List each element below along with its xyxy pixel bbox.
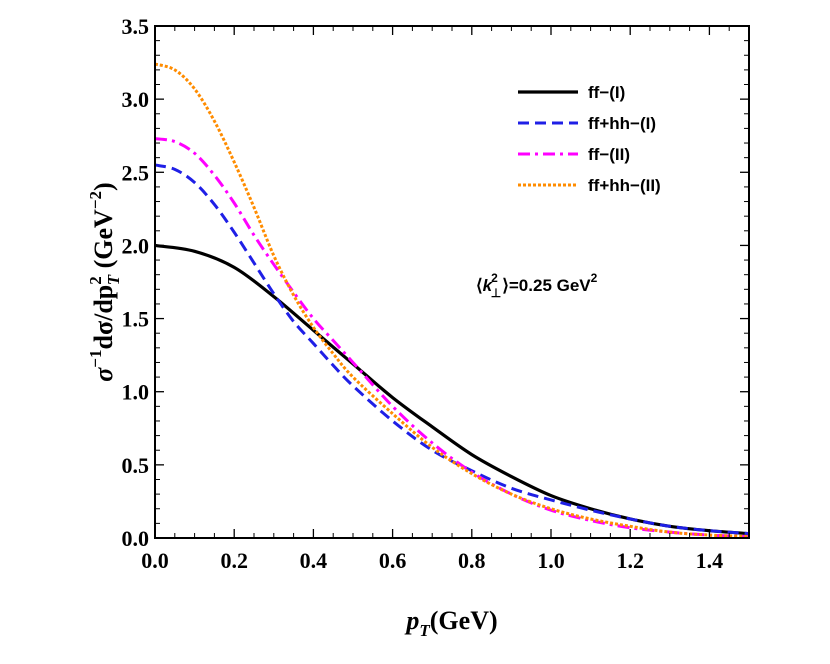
- y-tick-label: 1.0: [122, 380, 150, 405]
- y-tick-label: 3.0: [122, 87, 150, 112]
- y-tick-label: 2.5: [122, 160, 150, 185]
- x-tick-label: 1.4: [696, 548, 724, 573]
- y-tick-label: 0.5: [122, 453, 150, 478]
- x-tick-label: 0.4: [300, 548, 328, 573]
- y-tick-label: 1.5: [122, 307, 150, 332]
- series-line-2: [154, 163, 750, 536]
- x-tick-label: 0.8: [458, 548, 486, 573]
- series-line-3: [154, 137, 750, 539]
- y-axis-title: σ−1dσ/dp2T (GeV−2): [86, 182, 123, 381]
- x-axis-title: pT(GeV): [404, 606, 497, 640]
- legend-label-1: ff−(I): [588, 83, 625, 102]
- y-tick-label: 3.5: [122, 14, 150, 39]
- legend: ff−(I) ff+hh−(I) ff−(II) ff+hh−(II): [518, 83, 661, 195]
- x-tick-label: 0.0: [141, 548, 169, 573]
- ticks-layer: 0.0 0.2 0.4 0.6 0.8 1.0 1.2 1.4 0.0 0.5 1.0 1.5 2.0 2…: [122, 14, 750, 573]
- legend-label-4: ff+hh−(II): [588, 176, 661, 195]
- x-tick-label: 1.2: [616, 548, 644, 573]
- x-tick-label: 0.2: [220, 548, 248, 573]
- x-tick-label: 1.0: [537, 548, 565, 573]
- series-layer: [154, 62, 750, 539]
- annotation-kperp: ⟨k2 ⊥⟩=0.25 GeV2: [476, 271, 598, 300]
- legend-label-3: ff−(II): [588, 145, 630, 164]
- x-tick-label: 0.6: [379, 548, 407, 573]
- y-tick-label: 2.0: [122, 233, 150, 258]
- legend-label-2: ff+hh−(I): [588, 114, 656, 133]
- y-tick-label: 0.0: [122, 526, 150, 551]
- plot-frame: [154, 25, 750, 539]
